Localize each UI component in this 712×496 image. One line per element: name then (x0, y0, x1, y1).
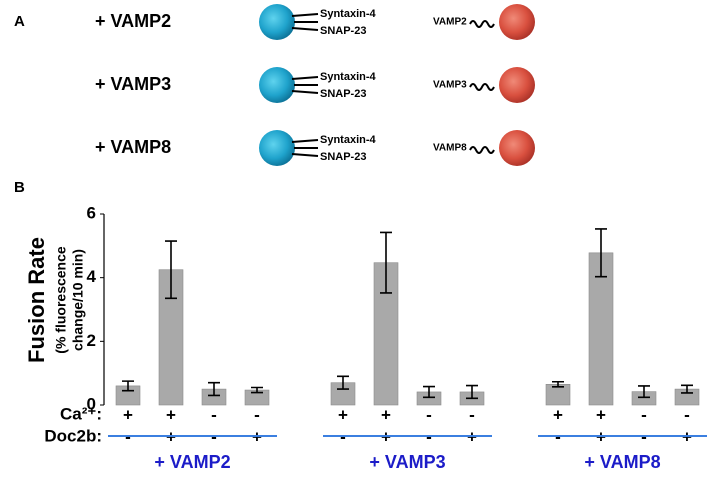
error-bar (638, 385, 650, 399)
t-snare-vesicle (259, 130, 295, 166)
v-snare-label: VAMP8 (433, 143, 467, 154)
group-label: + VAMP3 (369, 452, 445, 472)
bar (588, 252, 614, 406)
condition-value: - (426, 405, 432, 424)
error-bar (380, 231, 392, 294)
condition-value: + (553, 405, 563, 424)
error-bar (208, 381, 220, 397)
t-snare-label: Syntaxin-4 (320, 134, 377, 146)
condition-name: Ca²⁺: (60, 404, 102, 423)
panel-label: B (14, 179, 25, 196)
error-bar (466, 384, 478, 400)
row-title: + VAMP2 (95, 11, 171, 31)
t-snare-label: SNAP-23 (320, 25, 366, 37)
condition-value: - (211, 405, 217, 424)
error-bar (122, 380, 134, 392)
error-bar (552, 380, 564, 388)
t-snare-label: Syntaxin-4 (320, 8, 377, 20)
condition-value: - (641, 405, 647, 424)
v-snare-label: VAMP3 (433, 80, 467, 91)
condition-value: + (338, 405, 348, 424)
t-snare-lines (291, 13, 319, 31)
error-bar (251, 386, 263, 394)
group-label: + VAMP8 (584, 452, 660, 472)
v-snare-line (469, 146, 495, 154)
condition-value: + (166, 405, 176, 424)
v-snare-vesicle (499, 130, 535, 166)
y-tick-label: 2 (87, 331, 96, 350)
row-title: + VAMP3 (95, 74, 171, 94)
group-label: + VAMP2 (154, 452, 230, 472)
t-snare-lines (291, 76, 319, 94)
condition-name: Doc2b: (44, 426, 102, 445)
panel-label: A (14, 13, 25, 30)
y-axis-subtitle: (% fluorescence (53, 246, 69, 354)
y-axis-title: Fusion Rate (24, 237, 49, 363)
v-snare-line (469, 20, 495, 28)
error-bar (337, 375, 349, 390)
error-bar (423, 385, 435, 399)
t-snare-label: SNAP-23 (320, 151, 366, 163)
t-snare-lines (291, 139, 319, 157)
v-snare-line (469, 83, 495, 91)
error-bar (595, 228, 607, 278)
y-tick-label: 4 (87, 267, 97, 286)
error-bar (681, 384, 693, 394)
y-axis-subtitle: change/10 min) (70, 249, 86, 351)
t-snare-vesicle (259, 67, 295, 103)
condition-value: - (254, 405, 260, 424)
error-bar (165, 240, 177, 300)
t-snare-label: SNAP-23 (320, 88, 366, 100)
y-tick-label: 6 (87, 203, 96, 222)
y-tick-label: 0 (87, 394, 96, 413)
row-title: + VAMP8 (95, 137, 171, 157)
condition-value: + (596, 405, 606, 424)
v-snare-label: VAMP2 (433, 17, 467, 28)
v-snare-vesicle (499, 67, 535, 103)
condition-value: + (123, 405, 133, 424)
v-snare-vesicle (499, 4, 535, 40)
t-snare-label: Syntaxin-4 (320, 71, 377, 83)
condition-value: - (684, 405, 690, 424)
condition-value: + (381, 405, 391, 424)
t-snare-vesicle (259, 4, 295, 40)
condition-value: - (469, 405, 475, 424)
